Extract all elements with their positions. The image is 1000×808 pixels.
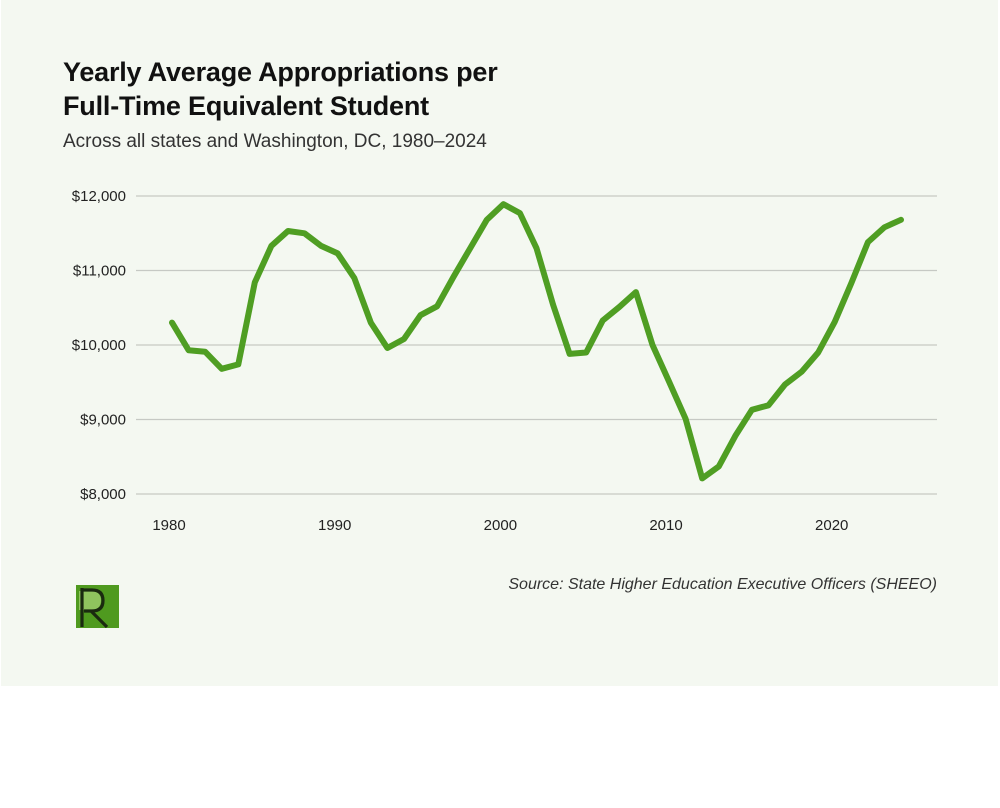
- y-tick-label: $11,000: [73, 263, 126, 280]
- x-tick-label: 2020: [815, 517, 848, 534]
- chart-title-line-1: Yearly Average Appropriations per: [63, 57, 498, 87]
- x-tick-label: 2000: [484, 517, 517, 534]
- chart-panel: [1, 0, 998, 686]
- x-tick-label: 1990: [318, 517, 351, 534]
- series-line: [169, 201, 904, 482]
- source-note: Source: State Higher Education Executive…: [508, 576, 937, 593]
- y-tick-label: $9,000: [80, 412, 126, 429]
- y-tick-label: $12,000: [72, 188, 126, 205]
- chart-title: Yearly Average Appropriations per Full-T…: [63, 55, 498, 123]
- y-tick-label: $8,000: [80, 486, 126, 503]
- y-tick-label: $10,000: [72, 337, 126, 354]
- y-axis-ticks: $8,000 $9,000 $10,000 $11,000 $12,000: [72, 188, 126, 503]
- x-axis-ticks: 1980 1990 2000 2010 2020: [152, 517, 848, 534]
- chart-subtitle: Across all states and Washington, DC, 19…: [63, 131, 487, 152]
- x-tick-label: 1980: [152, 517, 185, 534]
- chart-title-line-2: Full-Time Equivalent Student: [63, 91, 429, 121]
- gridlines: [136, 195, 937, 495]
- x-tick-label: 2010: [649, 517, 682, 534]
- line-chart: $8,000$9,000$10,000$11,000$12,000 1980 19…: [72, 188, 937, 534]
- series-layer: [169, 201, 904, 482]
- brand-logo-icon: [76, 585, 119, 628]
